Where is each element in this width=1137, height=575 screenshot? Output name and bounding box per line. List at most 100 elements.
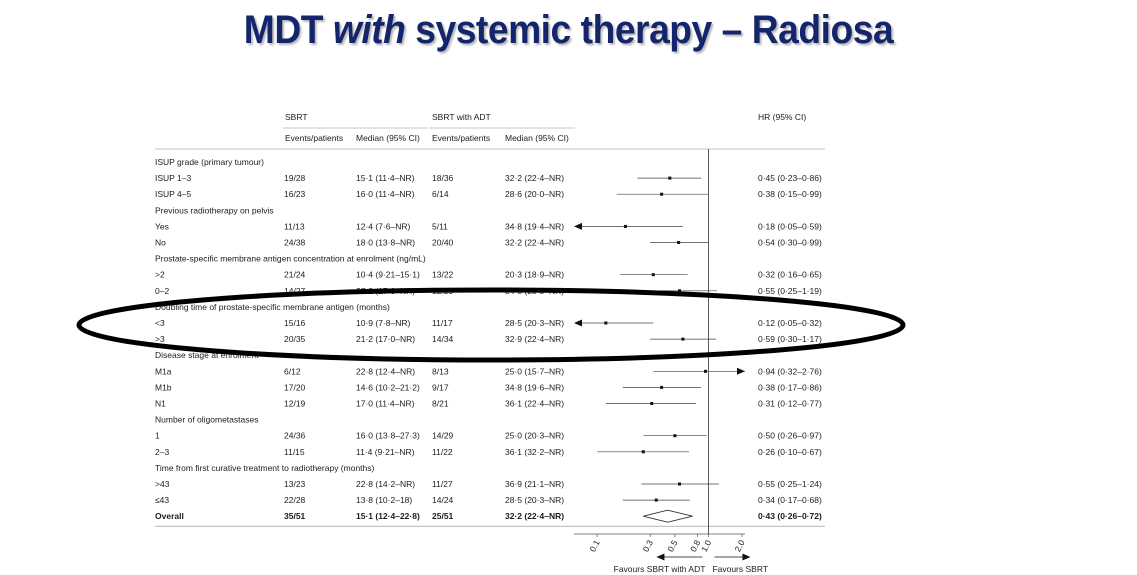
hr-ci-text: 0·38 (0·17–0·86) — [758, 382, 822, 392]
sbrt-median: 10·4 (9·21–15·1) — [356, 270, 420, 280]
row-label: M1a — [155, 366, 172, 376]
adt-events: 18/36 — [432, 173, 454, 183]
hr-ci-text: 0·55 (0·25–1·19) — [758, 286, 822, 296]
hr-point — [651, 273, 655, 277]
sbrt-events: 24/36 — [284, 431, 306, 441]
sbrt-median: 17·0 (11·4–NR) — [356, 399, 415, 409]
hr-point — [641, 450, 645, 454]
row-label: 2–3 — [155, 447, 169, 457]
group-header-sbrt-adt: SBRT with ADT — [432, 112, 491, 122]
adt-median: 36·9 (21·1–NR) — [505, 479, 564, 489]
slide-title: MDT with systemic therapy – Radiosa — [40, 8, 1097, 53]
row-label: >3 — [155, 334, 165, 344]
adt-events: 8/21 — [432, 399, 449, 409]
hr-point — [650, 402, 654, 405]
sbrt-median: 13·8 (10·2–18) — [356, 495, 412, 505]
x-tick-label: 0.5 — [665, 538, 680, 553]
hr-ci-text: 0·59 (0·30–1·17) — [758, 334, 822, 344]
subgroup-header: Disease stage at enrolment — [155, 350, 259, 360]
adt-median: 36·1 (32·2–NR) — [505, 447, 564, 457]
adt-events: 13/22 — [432, 270, 454, 280]
hr-ci-text: 0·31 (0·12–0·77) — [758, 399, 822, 409]
sbrt-median: 16·0 (11·4–NR) — [356, 189, 415, 199]
overall-diamond — [643, 509, 693, 523]
row-label: Yes — [155, 221, 169, 231]
row-label: M1b — [155, 382, 172, 392]
hr-point — [681, 337, 685, 341]
sbrt-median: 14·6 (10·2–21·2) — [356, 382, 420, 392]
adt-median: 28·5 (20·3–NR) — [505, 318, 564, 328]
adt-events: 25/51 — [432, 511, 454, 521]
forest-rows: ISUP grade (primary tumour) ISUP 1–3 19/28… — [155, 157, 822, 523]
hr-point — [660, 192, 664, 196]
hr-point — [668, 176, 672, 180]
adt-median: 28·6 (20·0–NR) — [505, 189, 564, 199]
hr-point — [678, 289, 682, 293]
sbrt-median: 10·9 (7·8–NR) — [356, 318, 410, 328]
sbrt-median: 22·8 (14·2–NR) — [356, 479, 415, 489]
adt-events: 9/17 — [432, 382, 449, 392]
adt-median: 36·1 (22·4–NR) — [505, 399, 564, 409]
row-label: ≤43 — [155, 495, 169, 505]
adt-events: 8/13 — [432, 366, 449, 376]
hr-point — [678, 482, 682, 486]
adt-events: 14/34 — [432, 334, 454, 344]
title-post: systemic therapy – Radiosa — [405, 8, 894, 52]
sbrt-events: 16/23 — [284, 189, 306, 199]
hr-point — [703, 369, 707, 373]
favours-left-arrow-head — [656, 553, 665, 561]
subgroup-header: ISUP grade (primary tumour) — [155, 157, 264, 167]
subgroup-header: Time from first curative treatment to ra… — [155, 463, 375, 473]
sbrt-median: 21·2 (17·0–NR) — [356, 334, 415, 344]
sbrt-median: 15·1 (12·4–22·8) — [356, 511, 420, 521]
favours-right-label: Favours SBRT — [712, 564, 768, 574]
favours-right-arrow-head — [742, 553, 751, 561]
adt-median: 32·9 (22·4–NR) — [505, 334, 564, 344]
adt-median: 20·3 (18·9–NR) — [505, 270, 564, 280]
hr-ci-text: 0·50 (0·26–0·97) — [758, 431, 822, 441]
sbrt-events: 6/12 — [284, 366, 301, 376]
sbrt-events: 20/35 — [284, 334, 306, 344]
adt-median: 32·2 (22·4–NR) — [505, 173, 564, 183]
row-label: 0–2 — [155, 286, 169, 296]
col-header-median-sbrt: Median (95% CI) — [356, 133, 420, 143]
sbrt-events: 19/28 — [284, 173, 306, 183]
hr-ci-text: 0·18 (0·05–0·59) — [758, 221, 822, 231]
x-tick-label: 1.0 — [699, 538, 714, 553]
hr-point — [654, 498, 658, 502]
sbrt-median: 15·1 (11·4–NR) — [356, 173, 415, 183]
subgroup-header: Number of oligometastases — [155, 415, 258, 425]
row-label: <3 — [155, 318, 165, 328]
adt-median: 32·2 (22·4–NR) — [505, 511, 564, 521]
adt-median: 34·8 (19·4–NR) — [505, 221, 564, 231]
hr-ci-text: 0·12 (0·05–0·32) — [758, 318, 822, 328]
sbrt-events: 17/20 — [284, 382, 306, 392]
hr-point — [623, 224, 627, 228]
subgroup-header: Previous radiotherapy on pelvis — [155, 205, 274, 215]
sbrt-events: 13/23 — [284, 479, 306, 489]
hr-point — [604, 321, 608, 325]
title-pre: MDT — [243, 8, 333, 52]
title-emphasis: with — [332, 8, 406, 52]
col-header-events-sbrt: Events/patients — [285, 133, 343, 143]
row-label: >2 — [155, 270, 165, 280]
hr-ci-text: 0·45 (0·23–0·86) — [758, 173, 822, 183]
row-label: N1 — [155, 399, 166, 409]
hr-ci-text: 0·43 (0·26–0·72) — [758, 511, 822, 521]
adt-median: 34·8 (19·6–NR) — [505, 382, 564, 392]
x-tick-label: 0.1 — [587, 538, 602, 553]
ci-arrow-left — [574, 319, 582, 327]
row-label: >43 — [155, 479, 170, 489]
adt-events: 5/11 — [432, 221, 448, 231]
adt-median: 25·0 (15·7–NR) — [505, 366, 564, 376]
hr-ci-text: 0·54 (0·30–0·99) — [758, 238, 822, 248]
hr-point — [673, 434, 677, 438]
sbrt-events: 21/24 — [284, 270, 306, 280]
hr-header: HR (95% CI) — [758, 112, 806, 122]
adt-events: 20/40 — [432, 238, 454, 248]
subgroup-header: Prostate-specific membrane antigen conce… — [155, 254, 426, 264]
row-label: ISUP 1–3 — [155, 173, 192, 183]
sbrt-events: 35/51 — [284, 511, 306, 521]
col-header-events-adt: Events/patients — [432, 133, 490, 143]
